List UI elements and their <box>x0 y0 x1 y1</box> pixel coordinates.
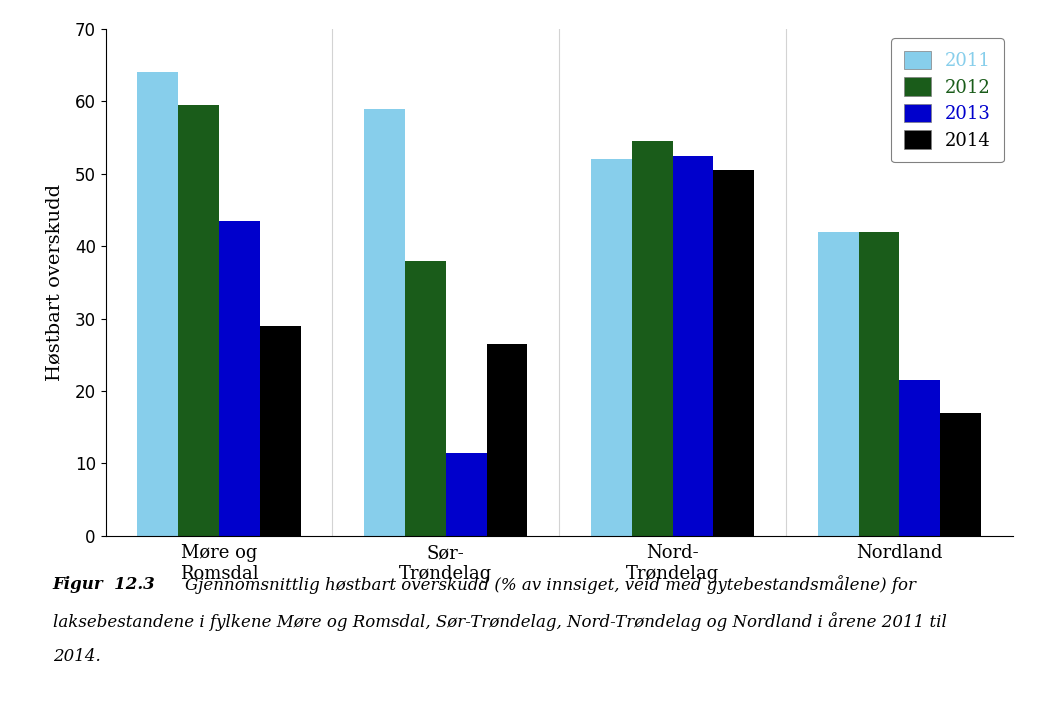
Bar <box>219 221 260 536</box>
Bar <box>364 109 405 536</box>
Bar <box>859 232 900 536</box>
Bar <box>486 344 528 536</box>
Bar <box>940 413 981 536</box>
Bar <box>178 105 219 536</box>
Bar <box>632 141 673 536</box>
Bar <box>137 72 178 536</box>
Text: 2014.: 2014. <box>53 648 100 665</box>
Bar <box>260 326 301 536</box>
Bar <box>673 156 713 536</box>
Bar <box>591 159 632 536</box>
Bar <box>899 380 940 536</box>
Bar <box>713 170 754 536</box>
Bar <box>445 452 486 536</box>
Bar <box>405 261 445 536</box>
Y-axis label: Høstbart overskudd: Høstbart overskudd <box>45 184 63 381</box>
Text: Figur  12.3: Figur 12.3 <box>53 576 155 592</box>
Text: laksebestandene i fylkene Møre og Romsdal, Sør-Trøndelag, Nord-Trøndelag og Nord: laksebestandene i fylkene Møre og Romsda… <box>53 612 946 631</box>
Text: Gjennomsnittlig høstbart overskudd (% av innsiget, veid med gytebestandsmålene) : Gjennomsnittlig høstbart overskudd (% av… <box>185 576 916 594</box>
Legend: 2011, 2012, 2013, 2014: 2011, 2012, 2013, 2014 <box>891 38 1003 162</box>
Bar <box>818 232 859 536</box>
